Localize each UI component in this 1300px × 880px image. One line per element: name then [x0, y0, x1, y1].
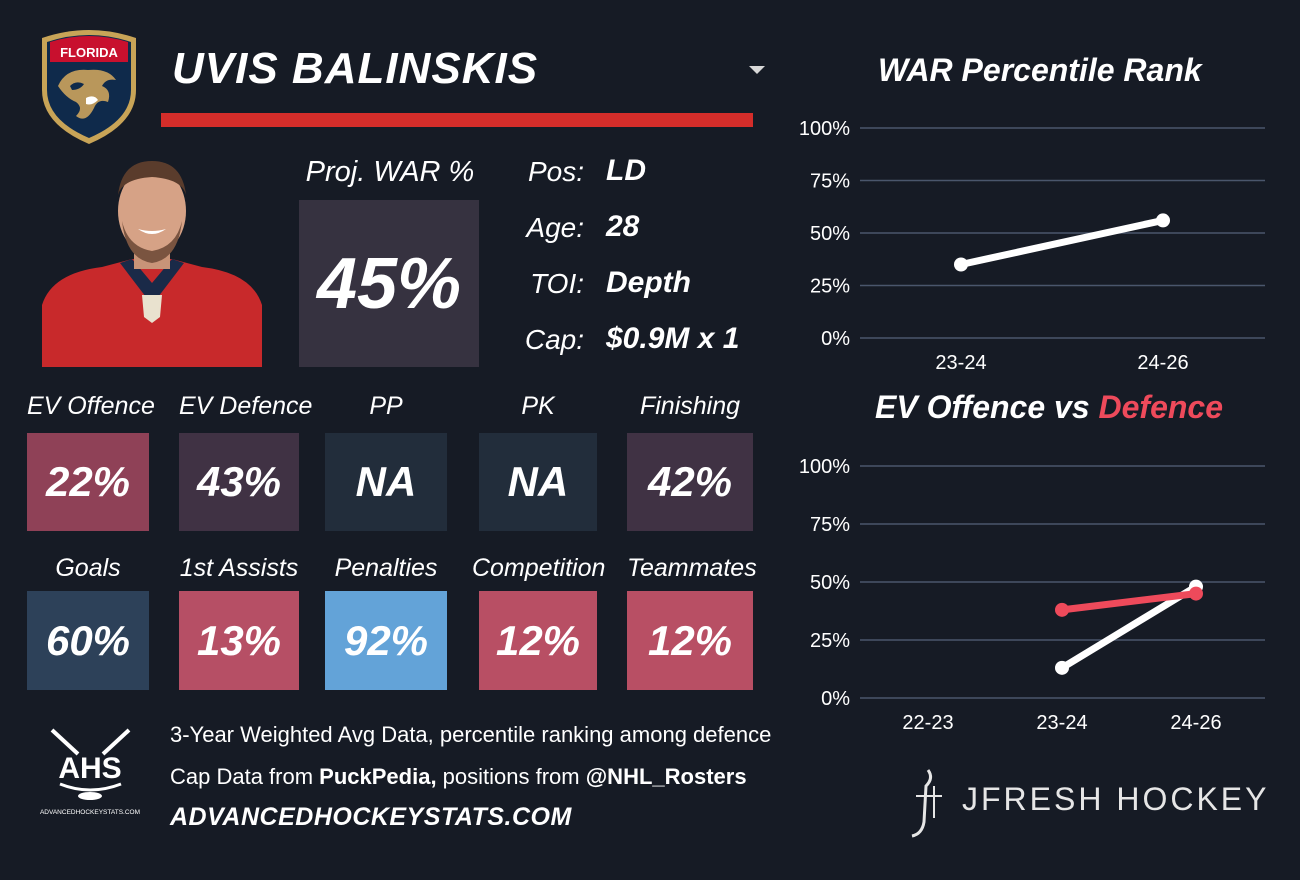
stat-label-1st-assists: 1st Assists: [179, 554, 299, 582]
name-underline-bar: [161, 113, 753, 127]
stat-label-pk: PK: [521, 392, 555, 420]
stat-label-goals: Goals: [55, 554, 121, 582]
stat-label-penalties: Penalties: [334, 554, 438, 582]
series-line: [1058, 590, 1200, 614]
stat-value: 22%: [45, 458, 131, 505]
player-name: UVIS BALINSKIS: [172, 44, 539, 93]
age-value: 28: [606, 210, 640, 243]
jfresh-brand: JFRESH HOCKEY: [962, 781, 1270, 817]
nhl-rosters-link[interactable]: @NHL_Rosters: [585, 764, 747, 789]
data-point: [954, 257, 968, 272]
stat-value: 12%: [647, 616, 733, 664]
stat-value: NA: [355, 458, 417, 505]
stat-value: 12%: [495, 616, 581, 664]
y-tick-label: 50%: [810, 572, 850, 594]
team-logo: FLORIDA: [36, 28, 142, 146]
pos-label: Pos:: [527, 156, 584, 187]
x-tick-label: 23-24: [1036, 712, 1087, 734]
ev-offence-defence-chart: 0% 25% 50% 75% 100% 22-23 23-24 24-26: [799, 456, 1265, 734]
cap-value: $0.9M x 1: [606, 322, 740, 355]
credits-text: Cap Data from: [170, 764, 320, 789]
cap-label: Cap:: [524, 324, 584, 355]
proj-war-label: Proj. WAR %: [305, 156, 475, 188]
player-photo: [42, 155, 262, 367]
stat-label-competition: Competition: [472, 554, 606, 582]
age-label: Age:: [526, 212, 584, 243]
stat-label-pp: PP: [369, 392, 403, 420]
footer-credits: Cap Data from PuckPedia, positions from …: [170, 764, 747, 790]
stat-box-ev-offence: 22%: [27, 433, 149, 531]
y-tick-label: 25%: [810, 276, 850, 298]
x-tick-label: 23-24: [935, 352, 986, 374]
y-tick-label: 75%: [810, 514, 850, 536]
x-tick-label: 24-26: [1170, 712, 1221, 734]
team-logo-text: FLORIDA: [60, 45, 118, 60]
y-tick-label: 100%: [799, 118, 850, 140]
data-point: [1055, 602, 1069, 617]
stat-box-1st-assists: 13%: [179, 591, 299, 690]
stat-box-pp: NA: [325, 433, 447, 531]
stat-box-goals: 60%: [27, 591, 149, 690]
x-tick-label: 22-23: [902, 712, 953, 734]
stat-box-teammates: 12%: [627, 591, 753, 690]
ahs-logo-text: AHS: [58, 752, 121, 785]
stat-label-teammates: Teammates: [627, 554, 757, 582]
ahs-logo: AHS ADVANCEDHOCKEYSTATS.COM: [38, 724, 143, 820]
stat-label-ev-defence: EV Defence: [179, 392, 313, 420]
stat-box-pk: NA: [479, 433, 597, 531]
site-url[interactable]: ADVANCEDHOCKEYSTATS.COM: [170, 803, 572, 831]
y-tick-label: 25%: [810, 630, 850, 652]
ahs-logo-subtext: ADVANCEDHOCKEYSTATS.COM: [40, 809, 140, 816]
credits-text: positions from: [436, 764, 586, 789]
stat-box-competition: 12%: [479, 591, 597, 690]
y-tick-label: 75%: [810, 171, 850, 193]
stat-value: 60%: [45, 616, 131, 664]
y-tick-label: 0%: [821, 688, 850, 710]
ev-chart-title: EV Offence vs Defence: [875, 389, 1223, 426]
stat-box-ev-defence: 43%: [179, 433, 299, 531]
stat-label-ev-offence: EV Offence: [27, 392, 155, 420]
stat-value: NA: [507, 458, 569, 505]
jfresh-logo-icon: [906, 768, 946, 838]
stat-value: 92%: [343, 616, 429, 664]
proj-war-box: 45%: [299, 200, 479, 367]
data-point: [1055, 660, 1069, 675]
series-line: [1058, 583, 1200, 672]
ev-title-offence: EV Offence vs: [875, 389, 1099, 425]
toi-label: TOI:: [530, 268, 584, 299]
ev-title-defence: Defence: [1098, 389, 1224, 425]
proj-war-value: 45%: [316, 243, 462, 324]
stat-label-finishing: Finishing: [639, 392, 741, 420]
series-line: [957, 216, 1167, 268]
y-tick-label: 0%: [821, 328, 850, 350]
stat-box-penalties: 92%: [325, 591, 447, 690]
x-tick-label: 24-26: [1137, 352, 1188, 374]
footer-note: 3-Year Weighted Avg Data, percentile ran…: [170, 722, 772, 747]
puckpedia-link[interactable]: PuckPedia,: [319, 764, 437, 789]
chevron-down-icon[interactable]: [749, 66, 765, 74]
toi-value: Depth: [606, 266, 691, 299]
y-tick-label: 100%: [799, 456, 850, 478]
war-percentile-chart: 0% 25% 50% 75% 100% 23-24 24-26: [799, 118, 1265, 374]
y-tick-label: 50%: [810, 223, 850, 245]
pos-value: LD: [606, 154, 646, 187]
stat-value: 42%: [647, 458, 733, 505]
data-point: [1189, 586, 1203, 601]
stat-value: 13%: [196, 616, 282, 664]
war-chart-title: WAR Percentile Rank: [878, 52, 1202, 88]
stat-value: 43%: [196, 458, 282, 505]
data-point: [1156, 213, 1170, 228]
stat-box-finishing: 42%: [627, 433, 753, 531]
